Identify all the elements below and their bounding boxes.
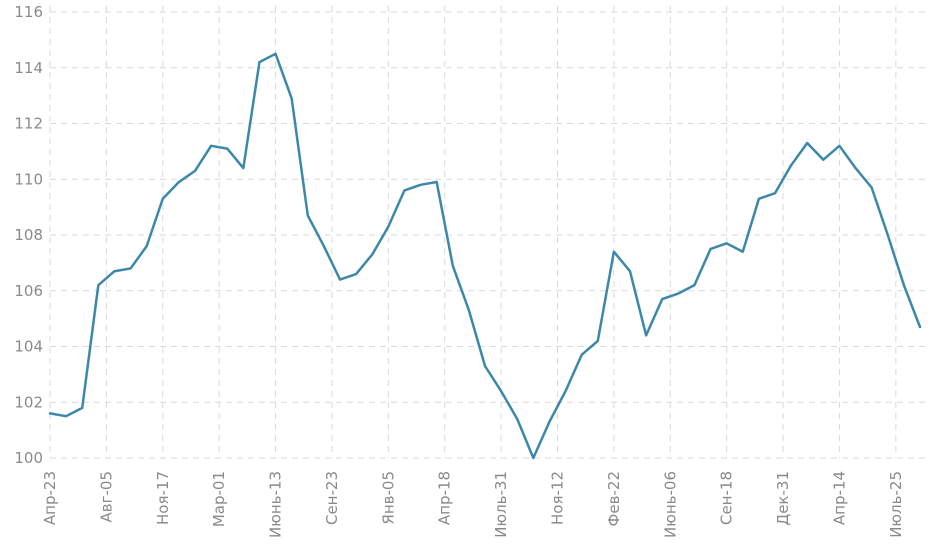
x-tick-label: Апр-23 [41, 471, 59, 525]
x-tick-label: Мар-01 [210, 471, 228, 527]
y-tick-label: 108 [14, 226, 43, 244]
y-tick-label: 116 [14, 3, 43, 21]
x-tick-label: Дек-31 [774, 471, 792, 526]
y-tick-label: 104 [14, 338, 43, 356]
x-tick-label: Сен-18 [718, 471, 736, 525]
series-group [48, 52, 922, 460]
series-line [48, 52, 922, 460]
y-tick-label: 106 [14, 282, 43, 300]
x-tick-label: Июль-25 [887, 471, 905, 538]
x-tick-label: Июль-31 [492, 471, 510, 538]
x-tick-label: Авг-05 [97, 471, 115, 522]
x-tick-label: Янв-05 [379, 471, 397, 525]
y-tick-label: 112 [14, 115, 43, 133]
y-tick-label: 102 [14, 393, 43, 411]
x-tick-label: Ноя-17 [154, 471, 172, 525]
grid-lines [49, 6, 928, 459]
y-axis-ticks: 100 102 104 106 108 110 112 114 116 [14, 3, 43, 467]
x-axis-ticks: Апр-23 Авг-05 Ноя-17 Мар-01 Июнь-13 Сен-23 Янв… [41, 471, 905, 538]
x-tick-label: Сен-23 [323, 471, 341, 525]
x-tick-label: Апр-14 [830, 471, 848, 525]
x-tick-label: Июнь-13 [267, 471, 285, 538]
x-tick-label: Июнь-06 [661, 471, 679, 538]
y-tick-label: 110 [14, 170, 43, 188]
y-tick-label: 114 [14, 59, 43, 77]
x-tick-label: Апр-18 [436, 471, 454, 525]
y-tick-label: 100 [14, 449, 43, 467]
x-tick-label: Ноя-12 [549, 471, 567, 525]
x-tick-label: Фев-22 [605, 471, 623, 526]
